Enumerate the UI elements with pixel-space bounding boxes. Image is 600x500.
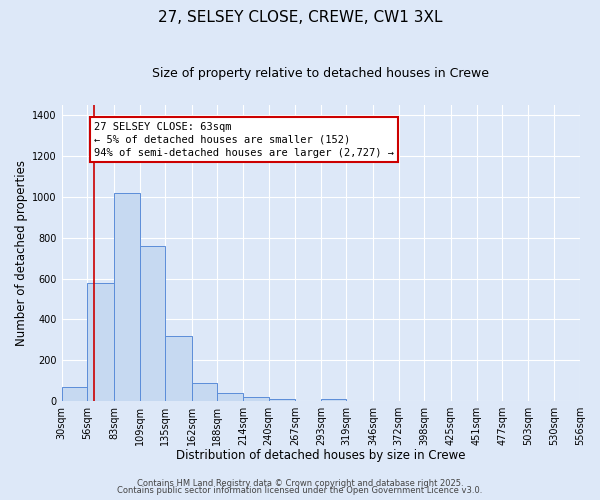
Text: Contains public sector information licensed under the Open Government Licence v3: Contains public sector information licen…: [118, 486, 482, 495]
Bar: [165, 336, 192, 401]
Bar: [192, 382, 217, 401]
Text: Contains HM Land Registry data © Crown copyright and database right 2025.: Contains HM Land Registry data © Crown c…: [137, 478, 463, 488]
Bar: [217, 393, 243, 401]
Bar: [87, 283, 114, 401]
Bar: [269, 399, 295, 401]
Bar: [62, 387, 87, 401]
Y-axis label: Number of detached properties: Number of detached properties: [15, 160, 28, 346]
Title: Size of property relative to detached houses in Crewe: Size of property relative to detached ho…: [152, 68, 490, 80]
Bar: [243, 397, 269, 401]
Bar: [114, 193, 140, 401]
Text: 27 SELSEY CLOSE: 63sqm
← 5% of detached houses are smaller (152)
94% of semi-det: 27 SELSEY CLOSE: 63sqm ← 5% of detached …: [94, 122, 394, 158]
Bar: [321, 399, 346, 401]
Text: 27, SELSEY CLOSE, CREWE, CW1 3XL: 27, SELSEY CLOSE, CREWE, CW1 3XL: [158, 10, 442, 25]
X-axis label: Distribution of detached houses by size in Crewe: Distribution of detached houses by size …: [176, 450, 466, 462]
Bar: [140, 246, 165, 401]
